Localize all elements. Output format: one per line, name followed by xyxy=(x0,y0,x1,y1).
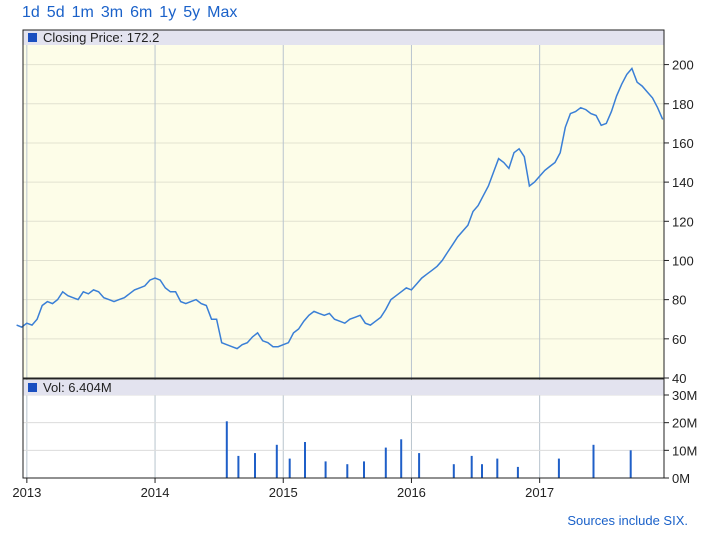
x-tick-label: 2013 xyxy=(12,485,41,500)
range-link-5d[interactable]: 5d xyxy=(46,4,65,21)
volume-bar xyxy=(324,461,327,478)
price-legend-marker xyxy=(28,33,37,42)
price-y-tick-label: 80 xyxy=(672,293,686,308)
range-selector: 1d 5d 1m 3m 6m 1y 5y Max xyxy=(22,4,237,22)
volume-y-tick-label: 0M xyxy=(672,471,690,486)
price-y-tick-label: 160 xyxy=(672,136,694,151)
price-legend-band xyxy=(23,30,664,45)
volume-legend-label: Vol: 6.404M xyxy=(43,380,112,395)
volume-bar xyxy=(275,444,278,478)
price-y-tick-label: 60 xyxy=(672,332,686,347)
volume-bar xyxy=(629,450,632,478)
volume-bar xyxy=(225,421,228,478)
price-y-tick-label: 120 xyxy=(672,214,694,229)
volume-bar xyxy=(254,453,256,478)
volume-y-tick-label: 30M xyxy=(672,388,697,403)
volume-bar xyxy=(237,455,240,478)
range-link-max[interactable]: Max xyxy=(207,4,238,21)
volume-legend-marker xyxy=(28,383,37,392)
range-link-1y[interactable]: 1y xyxy=(159,4,177,21)
volume-legend-band xyxy=(23,380,664,395)
range-link-1m[interactable]: 1m xyxy=(71,4,94,21)
volume-bar xyxy=(418,453,421,478)
volume-bar xyxy=(516,466,519,478)
price-y-tick-label: 40 xyxy=(672,371,686,386)
volume-bar xyxy=(481,464,483,478)
x-tick-label: 2015 xyxy=(269,485,298,500)
price-legend-label: Closing Price: 172.2 xyxy=(43,30,159,45)
range-link-5y[interactable]: 5y xyxy=(183,4,201,21)
volume-bar xyxy=(288,458,291,478)
volume-bar xyxy=(557,458,560,478)
source-note: Sources include SIX. xyxy=(567,513,688,528)
volume-bar xyxy=(304,442,306,478)
price-panel-bg xyxy=(23,30,664,378)
x-axis: 2013 2014 2015 2016 2017 xyxy=(12,478,554,500)
volume-y-tick-label: 20M xyxy=(672,416,697,431)
price-y-axis: 200 180 160 140 120 100 80 60 40 xyxy=(664,58,694,386)
volume-y-axis: 30M 20M 10M 0M xyxy=(664,388,697,486)
price-y-tick-label: 140 xyxy=(672,175,694,190)
price-panel-border xyxy=(22,29,665,379)
volume-bar xyxy=(346,464,349,478)
volume-bar xyxy=(592,444,595,478)
x-tick-label: 2016 xyxy=(397,485,426,500)
price-y-tick-label: 180 xyxy=(672,97,694,112)
price-y-tick-label: 100 xyxy=(672,253,694,268)
price-y-tick-label: 200 xyxy=(672,58,694,73)
volume-bar xyxy=(384,447,387,478)
closing-price-series-line xyxy=(16,67,664,350)
volume-panel-border xyxy=(22,378,665,479)
range-link-3m[interactable]: 3m xyxy=(100,4,124,21)
range-link-1d[interactable]: 1d xyxy=(22,4,40,21)
volume-bar xyxy=(400,439,403,478)
volume-bar xyxy=(452,464,455,478)
volume-y-tick-label: 10M xyxy=(672,443,697,458)
range-link-6m[interactable]: 6m xyxy=(130,4,153,21)
volume-bar xyxy=(363,461,365,478)
x-tick-label: 2014 xyxy=(141,485,170,500)
x-tick-label: 2017 xyxy=(525,485,554,500)
volume-bar xyxy=(470,455,473,478)
volume-bars xyxy=(225,421,632,478)
volume-bar xyxy=(496,458,499,478)
